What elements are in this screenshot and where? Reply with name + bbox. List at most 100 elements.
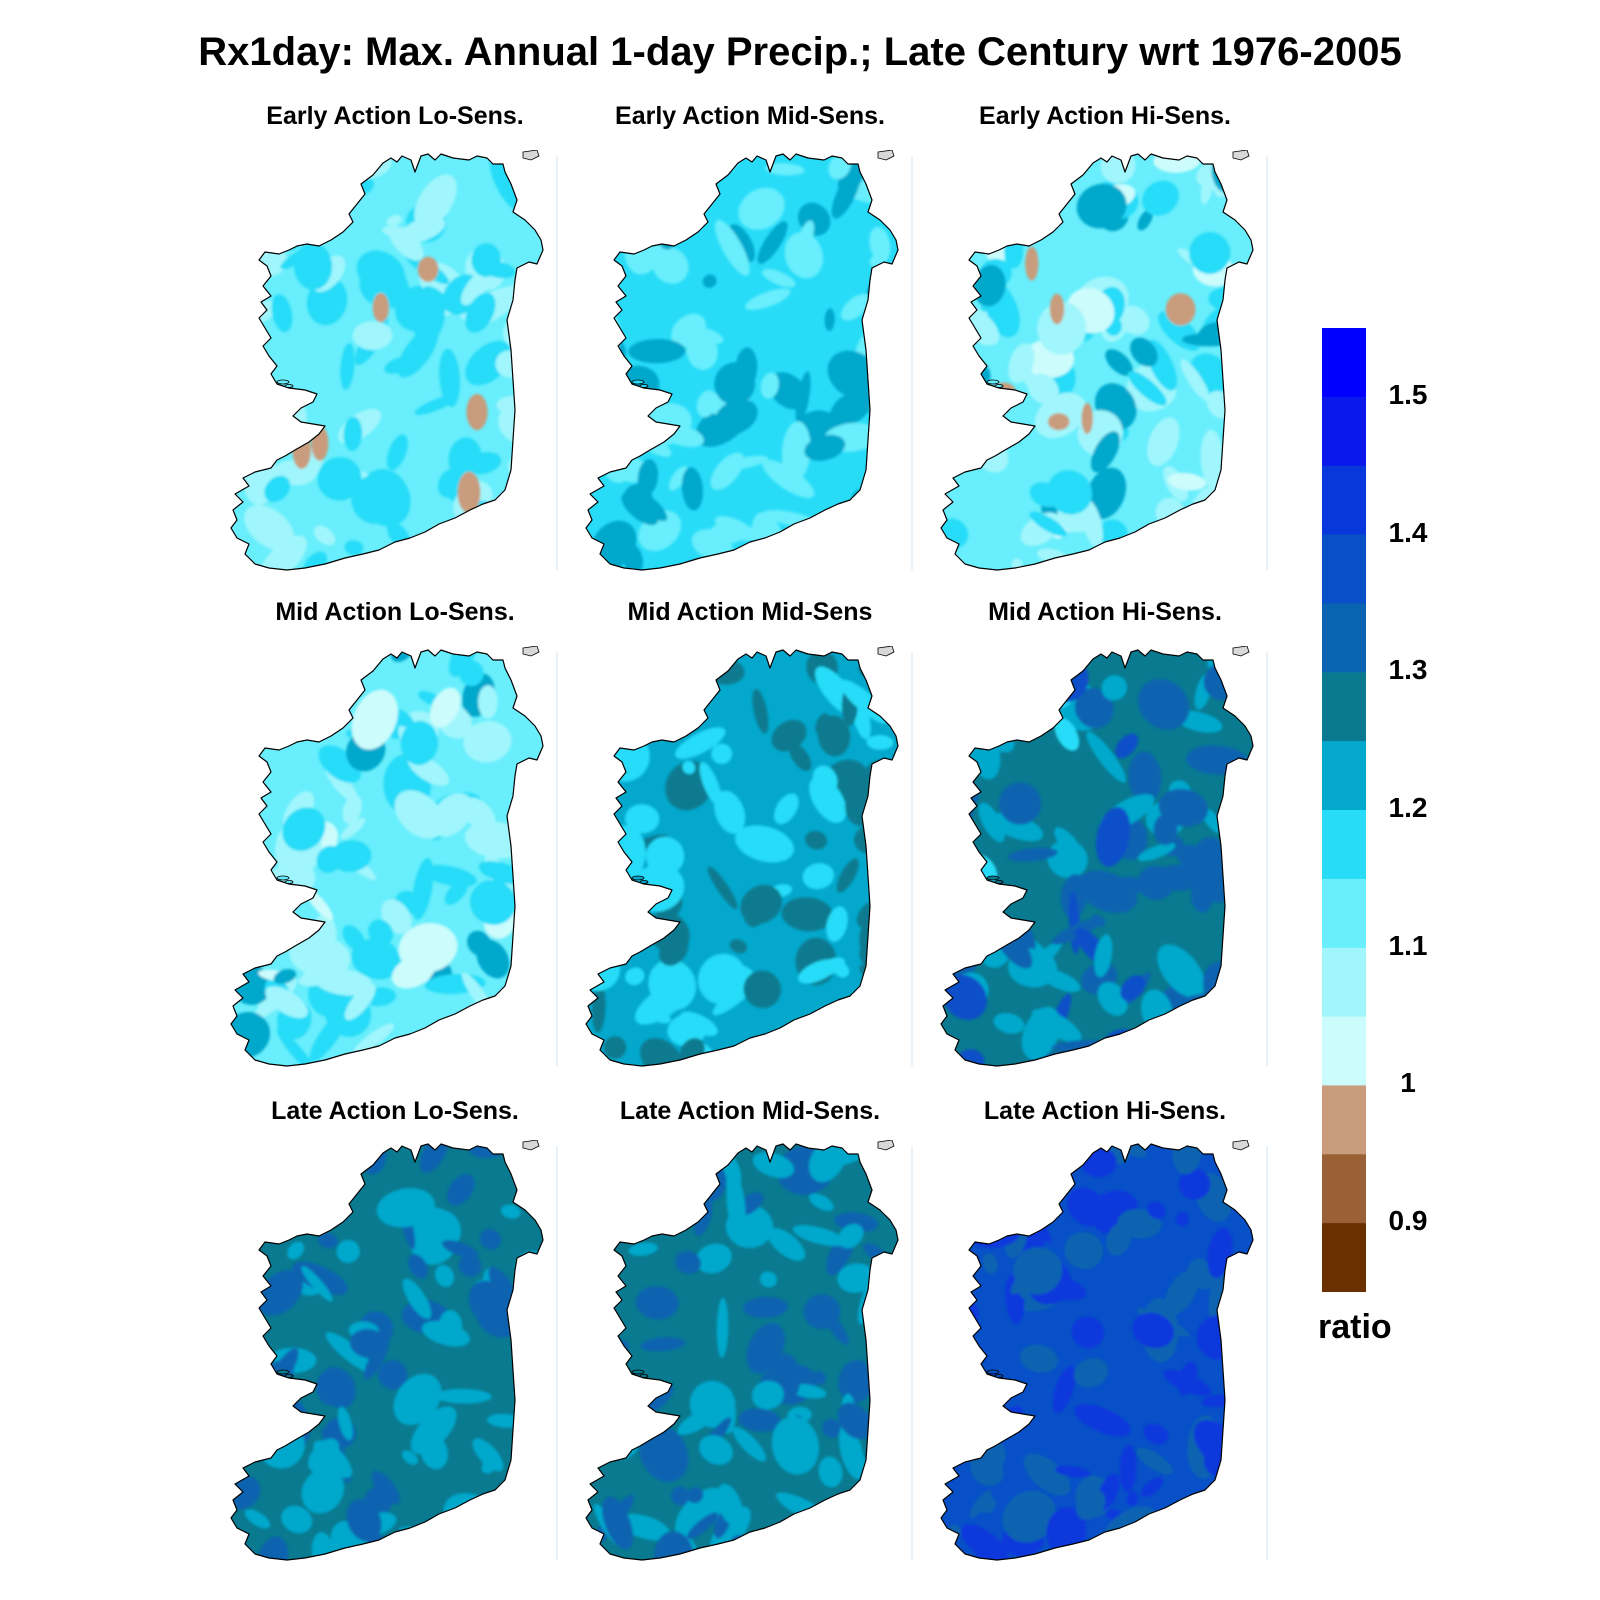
contour-patch: [1054, 717, 1080, 751]
colorbar: [1322, 328, 1366, 1292]
contour-patch: [746, 1322, 785, 1374]
contour-patch: [371, 1471, 400, 1505]
contour-patch: [330, 198, 349, 218]
contour-patch: [627, 487, 668, 522]
contour-patch: [861, 544, 898, 570]
contour-patch: [980, 162, 1029, 208]
panel-title: Mid Action Lo-Sens.: [275, 598, 515, 626]
contour-patch: [714, 790, 746, 834]
deficit-patch: [372, 293, 389, 323]
contour-patch: [628, 338, 686, 364]
contour-patch: [1071, 1316, 1105, 1348]
contour-patch: [524, 682, 541, 699]
contour-patch: [500, 1204, 521, 1219]
contour-patch: [866, 1300, 895, 1340]
colorbar-tick-label: 1.2: [1388, 792, 1428, 823]
contour-patch: [970, 1160, 1009, 1189]
contour-patch: [824, 308, 835, 332]
contour-patch: [1090, 431, 1120, 473]
contour-patch: [442, 1240, 479, 1259]
contour-patch: [640, 1337, 686, 1352]
contour-patch: [988, 650, 1020, 704]
contour-patch: [231, 1401, 260, 1438]
ireland-map: [585, 1140, 913, 1561]
contour-patch: [359, 264, 409, 309]
contour-patch: [1137, 842, 1176, 862]
coastline: [230, 649, 544, 1067]
contour-patch: [414, 174, 457, 229]
deficit-patch: [466, 393, 488, 431]
contour-patch: [959, 1202, 995, 1219]
contour-patch: [1172, 1144, 1202, 1175]
contour-patch: [280, 246, 316, 270]
contour-patch: [465, 340, 512, 386]
panel-title: Late Action Hi-Sens.: [983, 1097, 1227, 1125]
contour-patch: [346, 1499, 382, 1542]
contour-patch: [586, 199, 600, 220]
contour-patch: [313, 525, 336, 546]
contour-patch: [975, 173, 1037, 187]
colorbar-bin: [1322, 947, 1366, 1018]
scotland-tip: [522, 150, 540, 161]
contour-patch: [677, 1407, 718, 1436]
contour-patch: [420, 1144, 449, 1173]
contour-patch: [1037, 301, 1087, 355]
contour-patch: [981, 650, 1032, 687]
contour-patch: [849, 1026, 885, 1056]
contour-patch: [642, 1005, 671, 1024]
contour-patch: [752, 1152, 795, 1178]
colorbar-tick-label: 1: [1400, 1067, 1416, 1099]
contour-patch: [716, 1297, 729, 1358]
contour-patch: [822, 1418, 841, 1438]
contour-patch: [1054, 1465, 1091, 1478]
contour-patch: [481, 1538, 529, 1556]
coastline: [940, 1143, 1254, 1561]
contour-patch: [840, 293, 871, 321]
colorbar-bin: [1322, 878, 1366, 949]
contour-patch: [1180, 359, 1210, 402]
contour-patch: [1075, 1489, 1106, 1521]
contour-patch: [852, 512, 872, 532]
contour-patch: [771, 719, 807, 752]
deficit-patch: [1165, 293, 1196, 326]
contour-patch: [870, 529, 898, 564]
contour-patch: [264, 1373, 278, 1394]
contour-patch: [866, 734, 894, 750]
contour-patch: [391, 955, 436, 989]
contour-patch: [1106, 1222, 1132, 1256]
ireland-map-panel: [580, 646, 920, 1076]
contour-patch: [1233, 1353, 1250, 1370]
island: [639, 1374, 649, 1378]
contour-patch: [953, 1172, 994, 1226]
coastline: [585, 649, 899, 1067]
contour-patch: [757, 221, 788, 264]
contour-patch: [696, 390, 717, 418]
contour-patch: [837, 1263, 875, 1293]
contour-patch: [674, 1487, 725, 1539]
contour-patch: [941, 1160, 983, 1204]
coastline: [585, 153, 899, 571]
contour-patch: [455, 532, 491, 570]
contour-patch: [635, 1285, 679, 1320]
contour-patch: [586, 334, 626, 375]
contour-patch: [876, 1019, 898, 1045]
ireland-map-panel: [935, 150, 1275, 580]
island: [994, 880, 1004, 884]
contour-patch: [818, 1456, 843, 1488]
contour-patch: [472, 1438, 504, 1472]
contour-patch: [1224, 1451, 1253, 1486]
coastline: [940, 153, 1254, 571]
contour-patch: [284, 1381, 303, 1395]
contour-patch: [971, 1532, 995, 1560]
contour-patch: [587, 157, 603, 204]
deficit-patch: [311, 425, 329, 461]
contour-patch: [592, 424, 650, 452]
contour-patch: [420, 1434, 449, 1470]
contour-patch: [351, 474, 401, 524]
contour-patch: [670, 697, 696, 731]
contour-patch: [716, 1483, 744, 1527]
contour-patch: [273, 969, 297, 984]
contour-patch: [1137, 209, 1153, 231]
ireland-map: [230, 1140, 558, 1561]
contour-patch: [674, 665, 694, 686]
